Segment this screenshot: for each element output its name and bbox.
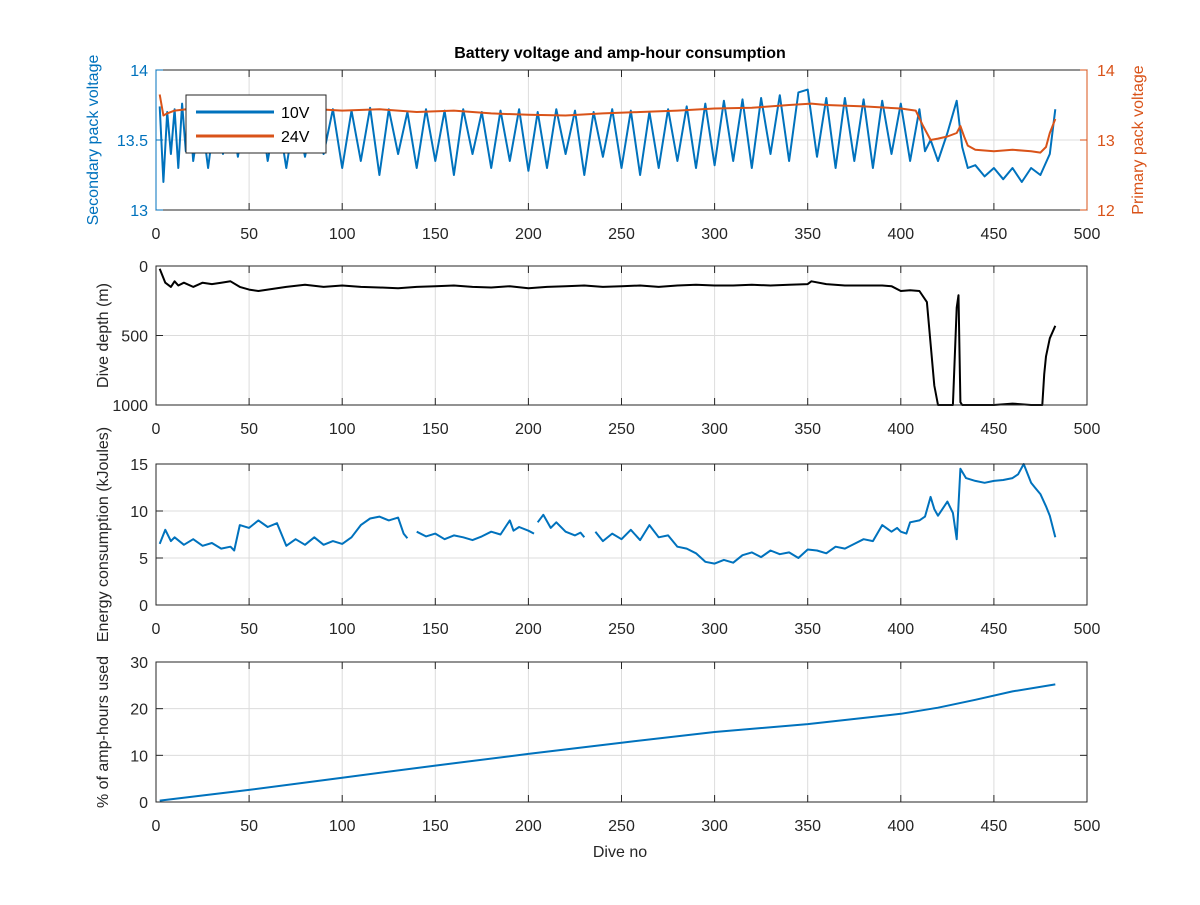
y-tick-label: 0 — [139, 795, 148, 812]
x-tick-label: 100 — [329, 818, 356, 835]
series-line-panel3-seg2 — [416, 519, 535, 542]
x-tick-label: 50 — [240, 818, 258, 835]
x-tick-label: 100 — [329, 621, 356, 638]
y2-axis-label: Primary pack voltage — [1130, 65, 1147, 214]
x-tick-label: 0 — [152, 621, 161, 638]
legend-label-24v: 24V — [281, 129, 310, 146]
y-axis-label: Energy consumption (kJoules) — [95, 427, 112, 642]
series-line-panel3-seg1 — [158, 515, 409, 552]
x-tick-label: 100 — [329, 421, 356, 438]
x-tick-label: 250 — [608, 818, 635, 835]
y-tick-label: 5 — [139, 551, 148, 568]
x-tick-label: 400 — [887, 621, 914, 638]
x-tick-label: 450 — [981, 226, 1008, 243]
x-tick-label: 450 — [981, 621, 1008, 638]
x-tick-label: 250 — [608, 421, 635, 438]
x-tick-label: 150 — [422, 226, 449, 243]
series-line-panel2 — [158, 268, 1057, 406]
figure-title: Battery voltage and amp-hour consumption — [454, 45, 786, 62]
y-tick-label: 1000 — [112, 398, 148, 415]
series-line-panel3-seg3 — [536, 513, 586, 538]
x-tick-label: 200 — [515, 818, 542, 835]
x-tick-label: 500 — [1074, 621, 1101, 638]
x-tick-label: 100 — [329, 226, 356, 243]
x-tick-label: 200 — [515, 226, 542, 243]
x-tick-label: 200 — [515, 621, 542, 638]
x-tick-label: 300 — [701, 621, 728, 638]
legend-box — [185, 94, 327, 154]
x-tick-label: 150 — [422, 818, 449, 835]
y-tick-label: 500 — [121, 329, 148, 346]
x-tick-label: 500 — [1074, 818, 1101, 835]
x-tick-label: 50 — [240, 621, 258, 638]
x-tick-label: 250 — [608, 621, 635, 638]
x-tick-label: 300 — [701, 421, 728, 438]
legend-label-10v: 10V — [281, 105, 310, 122]
x-tick-label: 250 — [608, 226, 635, 243]
y-tick-label: 20 — [130, 702, 148, 719]
y-tick-label: 14 — [130, 63, 148, 80]
x-tick-label: 200 — [515, 421, 542, 438]
x-tick-label: 300 — [701, 818, 728, 835]
y-axis-label: % of amp-hours used — [95, 656, 112, 808]
x-tick-label: 50 — [240, 226, 258, 243]
y2-tick-label: 13 — [1097, 133, 1115, 150]
x-tick-label: 350 — [794, 621, 821, 638]
x-tick-label: 400 — [887, 421, 914, 438]
y-tick-label: 0 — [139, 259, 148, 276]
x-tick-label: 400 — [887, 818, 914, 835]
x-tick-label: 350 — [794, 421, 821, 438]
x-tick-label: 50 — [240, 421, 258, 438]
x-tick-label: 150 — [422, 421, 449, 438]
x-tick-label: 350 — [794, 818, 821, 835]
x-tick-label: 300 — [701, 226, 728, 243]
x-tick-label: 450 — [981, 421, 1008, 438]
y-tick-label: 15 — [130, 457, 148, 474]
x-tick-label: 0 — [152, 226, 161, 243]
y-axis-label: Secondary pack voltage — [85, 55, 102, 226]
y-tick-label: 10 — [130, 748, 148, 765]
y-tick-label: 10 — [130, 504, 148, 521]
x-tick-label: 0 — [152, 818, 161, 835]
x-axis-label: Dive no — [593, 844, 647, 861]
y-axis-label: Dive depth (m) — [95, 283, 112, 388]
x-tick-label: 500 — [1074, 421, 1101, 438]
y2-tick-label: 14 — [1097, 63, 1115, 80]
x-tick-label: 500 — [1074, 226, 1101, 243]
series-line-panel3-seg4 — [594, 463, 1057, 565]
x-tick-label: 350 — [794, 226, 821, 243]
y-tick-label: 0 — [139, 598, 148, 615]
y-tick-label: 13 — [130, 203, 148, 220]
x-tick-label: 400 — [887, 226, 914, 243]
x-tick-label: 450 — [981, 818, 1008, 835]
y-tick-label: 30 — [130, 655, 148, 672]
x-tick-label: 0 — [152, 421, 161, 438]
y2-tick-label: 12 — [1097, 203, 1115, 220]
y-tick-label: 13.5 — [117, 133, 148, 150]
series-line-panel4 — [159, 683, 1056, 802]
x-tick-label: 150 — [422, 621, 449, 638]
